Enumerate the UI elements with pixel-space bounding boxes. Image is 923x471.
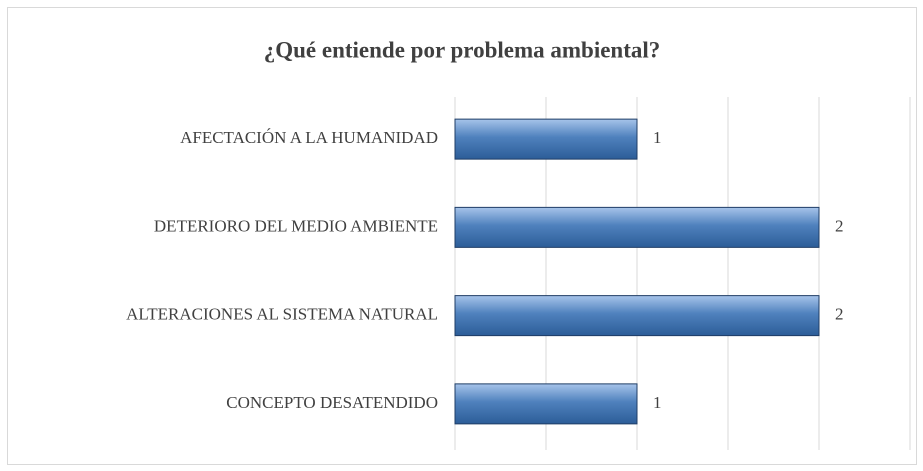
bar [454,118,638,160]
data-label: 1 [653,393,662,412]
y-tick-label: CONCEPTO DESATENDIDO [226,393,438,412]
y-tick-label: DETERIORO DEL MEDIO AMBIENTE [154,216,438,235]
data-label: 1 [653,128,662,147]
chart-title: ¿Qué entiende por problema ambiental? [264,37,661,62]
y-tick-label: ALTERACIONES AL SISTEMA NATURAL [126,305,438,324]
y-tick-label: AFECTACIÓN A LA HUMANIDAD [180,128,438,147]
bar [454,206,820,248]
bar [454,383,638,425]
data-label: 2 [835,216,844,235]
data-label: 2 [835,305,844,324]
bar [454,295,820,337]
